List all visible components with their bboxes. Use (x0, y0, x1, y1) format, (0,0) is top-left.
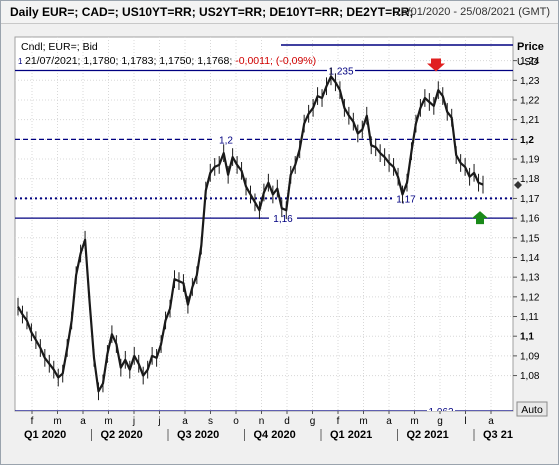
date-range: 15/01/2020 - 25/08/2021 (GMT) (395, 6, 550, 18)
y-tick-label: 1,13 (520, 273, 540, 284)
price-axis-label: Price (517, 41, 544, 53)
title-bar: Daily EUR=; CAD=; US10YT=RR; US2YT=RR; D… (1, 1, 558, 24)
x-quarter-label: Q1 2021 (330, 429, 372, 441)
x-quarter-label: Q1 2020 (24, 429, 66, 441)
reference-line-label: 1,17 (396, 194, 416, 205)
last-value-marker-icon (514, 181, 522, 190)
x-quarter-label: Q3 21 (483, 429, 513, 441)
reference-label-bg (212, 133, 240, 146)
x-month-label: a (386, 416, 392, 427)
price-chart[interactable]: 1,235 1,2 1,17 1,16 1,062 1,08 1,09 1,1 1,11 1,1… (1, 23, 558, 464)
y-tick-label: 1,11 (520, 312, 539, 323)
y-tick-label: 1,2 (520, 135, 534, 146)
x-quarter-label: Q2 2021 (407, 429, 449, 441)
y-tick-label: 1,16 (520, 214, 540, 225)
x-month-label: s (208, 416, 213, 427)
legend-change: -0,0011; (-0,09%) (235, 55, 316, 67)
x-month-label: m (104, 416, 112, 427)
reference-line-label: 1,16 (273, 214, 293, 225)
x-quarter-label: Q2 2020 (101, 429, 143, 441)
x-month-label: n (259, 416, 265, 427)
plot-area[interactable] (14, 36, 514, 412)
price-series (17, 67, 484, 401)
x-month-label: g (310, 416, 316, 427)
x-month-label: g (437, 416, 443, 427)
reference-lines[interactable]: 1,235 1,2 1,17 1,16 1,062 (15, 64, 513, 418)
reference-label-bg (327, 64, 355, 77)
x-month-label: m (359, 416, 367, 427)
x-month-label: d (284, 416, 290, 427)
y-tick-label: 1,09 (520, 351, 540, 362)
y-tick-label: 1,12 (520, 292, 540, 303)
x-quarter-label: Q3 2020 (177, 429, 219, 441)
down-arrow-icon (427, 58, 445, 72)
y-tick-label: 1,22 (520, 95, 540, 106)
x-month-label: a (182, 416, 188, 427)
legend-ohlc: 21/07/2021; 1,1780; 1,1783; 1,1750; 1,17… (25, 55, 232, 67)
reference-line-label: 1,062 (428, 407, 453, 418)
x-month-label: j (157, 416, 160, 427)
y-tick-label: 1,24 (520, 56, 540, 67)
reference-label-bg (427, 405, 455, 411)
reference-line-label: 1,2 (219, 135, 233, 146)
y-tick-label: 1,14 (520, 253, 540, 264)
x-month-label: a (80, 416, 86, 427)
currency-label: USD (517, 57, 538, 68)
x-month-label: m (53, 416, 61, 427)
y-tick-label: 1,08 (520, 371, 540, 382)
y-tick-label: 1,19 (520, 155, 540, 166)
y-tick-label: 1,23 (520, 76, 540, 87)
y-tick-label: 1,1 (520, 332, 534, 343)
up-arrow-icon (472, 211, 488, 225)
x-month-label: a (488, 416, 494, 427)
y-tick-label: 1,17 (520, 194, 540, 205)
auto-scale-button[interactable] (516, 401, 548, 417)
reference-label-bg (392, 192, 420, 205)
x-month-label: j (132, 416, 135, 427)
reference-label-bg (269, 212, 297, 225)
price-axis: 1,08 1,09 1,1 1,11 1,12 1,13 1,14 1,15 1,16 1,17 1… (513, 56, 540, 382)
y-tick-label: 1,21 (520, 115, 540, 126)
x-month-label: f (337, 416, 340, 427)
chart-title: Daily EUR=; CAD=; US10YT=RR; US2YT=RR; D… (10, 5, 414, 19)
reference-line-label: 1,235 (328, 66, 353, 77)
x-quarter-label: Q4 2020 (254, 429, 296, 441)
legend-series: Cndl; EUR=; Bid (21, 41, 98, 53)
y-tick-label: 1,18 (520, 174, 540, 185)
auto-scale-label: Auto (521, 404, 543, 416)
x-month-label: m (410, 416, 418, 427)
x-month-label: l (464, 416, 466, 427)
y-tick-label: 1,15 (520, 233, 540, 244)
x-month-label: o (233, 416, 239, 427)
svg-text:21/07/2021; 1,1780; 1,1783; 1,: 21/07/2021; 1,1780; 1,1783; 1,1750; 1,17… (25, 55, 316, 67)
legend-marker: 1 (18, 57, 23, 66)
time-axis: f m a m j j a s o n d g f m a m g l a Q1 2020 Q2 2020 Q3 2020… (24, 411, 513, 441)
x-month-label: f (31, 416, 34, 427)
markers (281, 44, 522, 225)
